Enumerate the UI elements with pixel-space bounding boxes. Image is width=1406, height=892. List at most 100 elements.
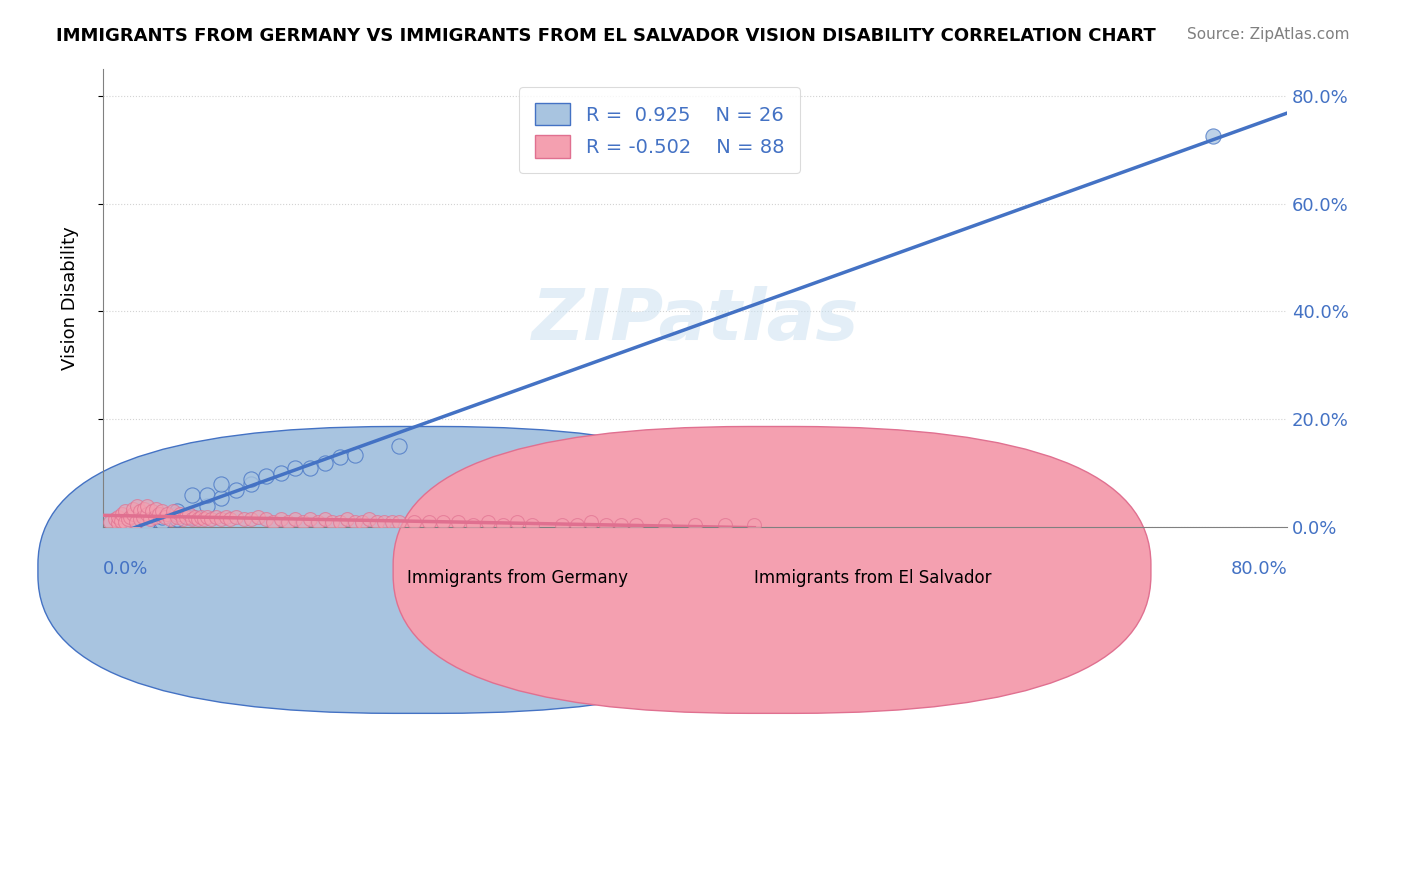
Point: [136, 499, 159, 513]
Point: [121, 507, 143, 521]
Point: [581, 515, 603, 529]
Point: [195, 488, 218, 502]
Point: [107, 516, 129, 530]
Point: [219, 512, 242, 526]
Point: [624, 517, 647, 532]
Point: [366, 515, 388, 529]
Point: [232, 512, 254, 526]
Point: [277, 515, 299, 529]
Point: [107, 509, 129, 524]
Point: [169, 507, 191, 521]
Text: Source: ZipAtlas.com: Source: ZipAtlas.com: [1187, 27, 1350, 42]
Point: [683, 517, 706, 532]
Point: [166, 507, 188, 521]
Point: [506, 515, 529, 529]
Point: [336, 512, 359, 526]
Point: [141, 504, 163, 518]
Point: [132, 509, 155, 524]
Point: [118, 509, 141, 524]
Point: [343, 448, 366, 462]
Point: [565, 517, 588, 532]
Point: [166, 512, 188, 526]
Point: [388, 440, 411, 454]
Point: [180, 509, 202, 524]
Point: [314, 512, 336, 526]
Point: [195, 509, 218, 524]
Point: [373, 515, 395, 529]
Point: [343, 515, 366, 529]
Point: [432, 515, 454, 529]
Point: [388, 515, 411, 529]
Point: [225, 509, 247, 524]
Text: Immigrants from Germany: Immigrants from Germany: [406, 569, 628, 587]
Text: Immigrants from El Salvador: Immigrants from El Salvador: [754, 569, 991, 587]
Point: [240, 512, 263, 526]
Point: [100, 515, 122, 529]
Point: [134, 501, 156, 516]
Point: [180, 512, 202, 526]
Point: [654, 517, 676, 532]
Point: [211, 512, 233, 526]
Point: [359, 512, 381, 526]
Point: [742, 517, 765, 532]
Point: [159, 512, 181, 526]
Point: [381, 515, 404, 529]
Point: [150, 504, 173, 518]
Point: [117, 512, 139, 526]
Point: [204, 509, 226, 524]
Point: [254, 469, 277, 483]
Point: [492, 517, 515, 532]
Point: [148, 507, 170, 521]
Point: [225, 483, 247, 497]
Point: [595, 517, 617, 532]
Point: [174, 509, 197, 524]
Point: [299, 512, 322, 526]
Point: [111, 507, 134, 521]
Point: [299, 461, 322, 475]
Point: [162, 504, 184, 518]
Point: [121, 501, 143, 516]
Point: [190, 509, 212, 524]
Point: [156, 507, 179, 521]
Point: [215, 509, 238, 524]
Point: [129, 512, 152, 526]
Point: [195, 499, 218, 513]
Point: [124, 515, 146, 529]
Point: [143, 509, 166, 524]
Point: [270, 512, 292, 526]
Point: [200, 512, 222, 526]
Point: [110, 514, 132, 528]
Point: [136, 516, 159, 530]
Point: [247, 509, 270, 524]
Point: [254, 512, 277, 526]
Point: [121, 517, 143, 532]
Point: [329, 515, 352, 529]
Point: [114, 504, 136, 518]
Point: [166, 504, 188, 518]
Point: [136, 515, 159, 529]
Point: [211, 477, 233, 491]
Point: [551, 517, 574, 532]
Point: [284, 512, 307, 526]
Point: [284, 461, 307, 475]
Point: [240, 472, 263, 486]
Point: [522, 517, 544, 532]
Point: [136, 507, 159, 521]
Point: [713, 517, 735, 532]
Point: [321, 515, 343, 529]
Point: [180, 488, 202, 502]
FancyBboxPatch shape: [394, 426, 1152, 714]
Point: [477, 515, 499, 529]
Y-axis label: Vision Disability: Vision Disability: [62, 226, 80, 370]
Text: ZIPatlas: ZIPatlas: [531, 286, 859, 355]
Point: [352, 515, 374, 529]
Legend: R =  0.925    N = 26, R = -0.502    N = 88: R = 0.925 N = 26, R = -0.502 N = 88: [519, 87, 800, 173]
Point: [145, 501, 167, 516]
Point: [270, 467, 292, 481]
FancyBboxPatch shape: [38, 426, 796, 714]
Point: [307, 515, 329, 529]
Text: IMMIGRANTS FROM GERMANY VS IMMIGRANTS FROM EL SALVADOR VISION DISABILITY CORRELA: IMMIGRANTS FROM GERMANY VS IMMIGRANTS FR…: [56, 27, 1156, 45]
Point: [262, 515, 284, 529]
Text: 0.0%: 0.0%: [103, 559, 149, 578]
Point: [193, 512, 215, 526]
